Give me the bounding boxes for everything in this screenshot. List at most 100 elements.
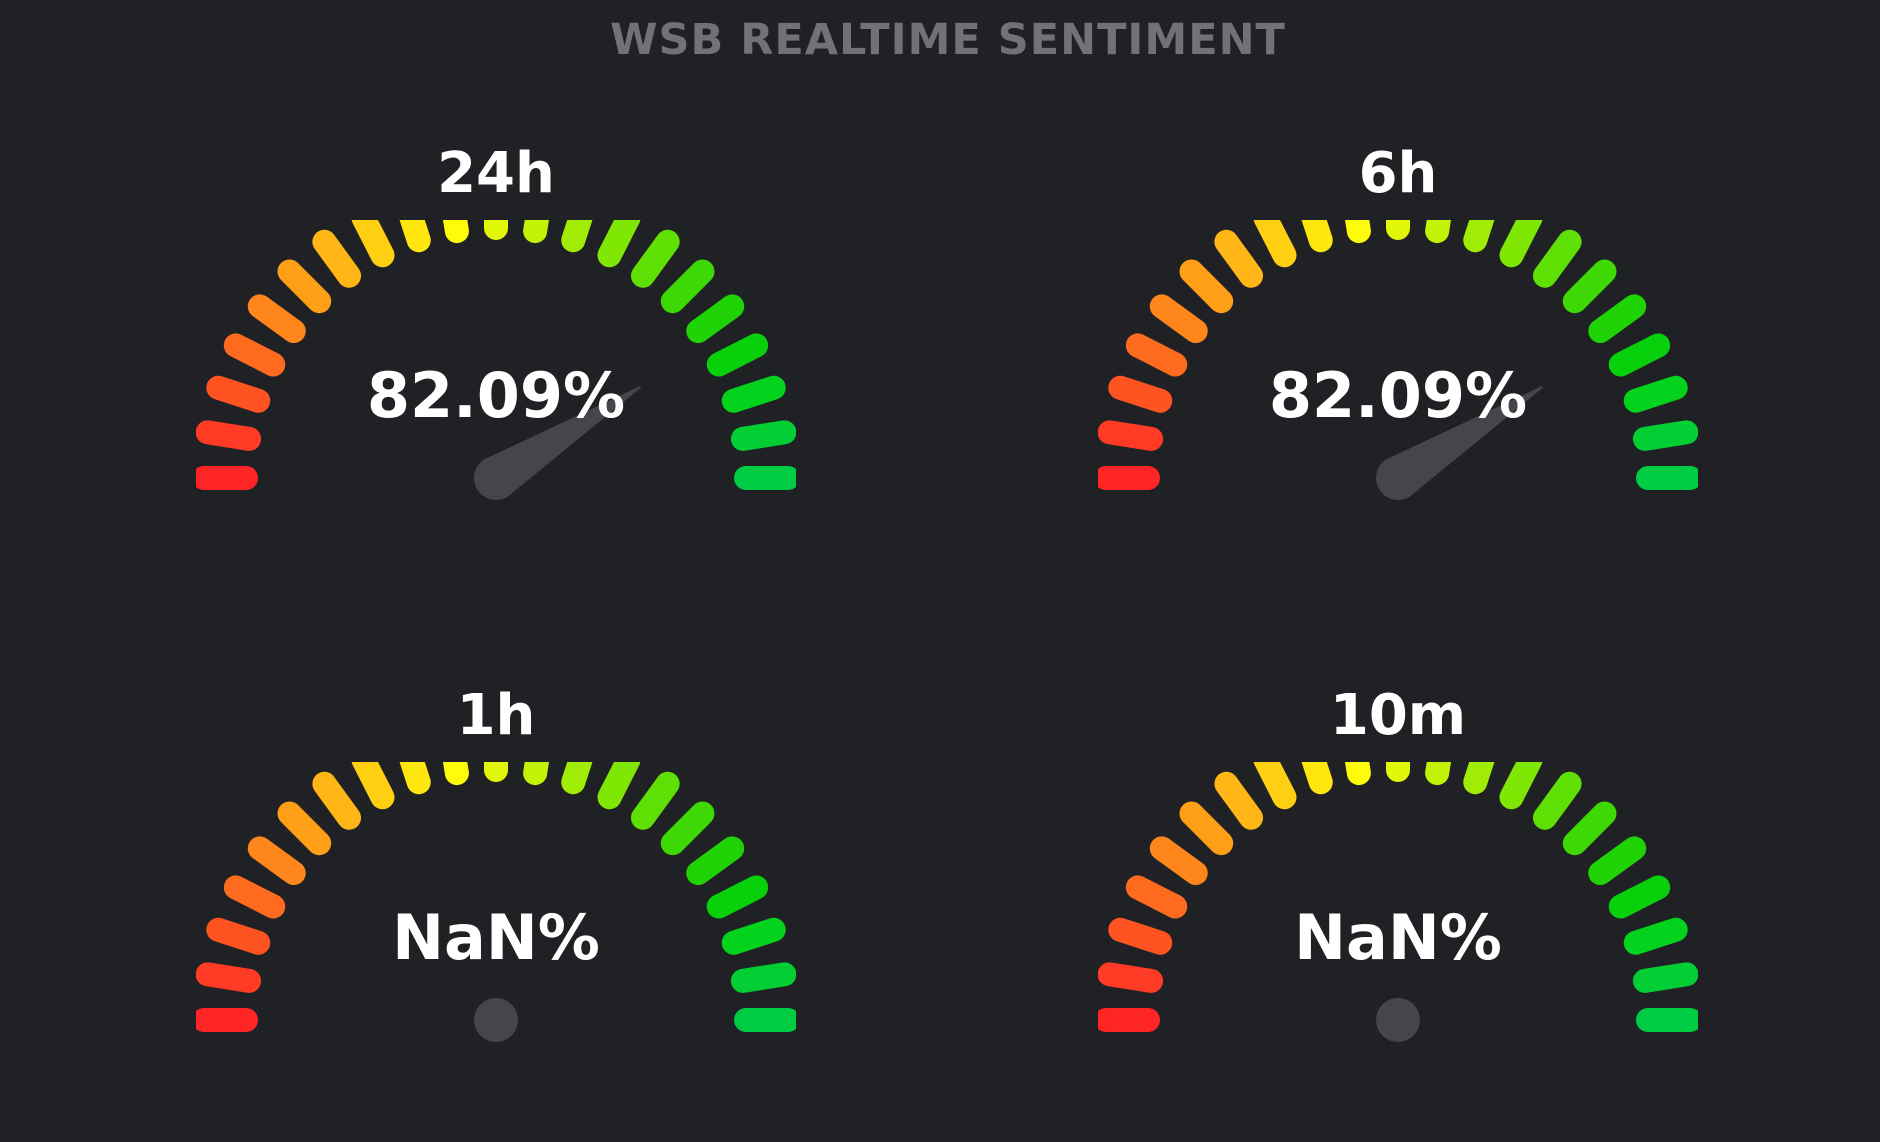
page-title: WSB REALTIME SENTIMENT: [610, 15, 1286, 65]
gauge-tick: [1425, 762, 1452, 786]
gauge-tick: [351, 762, 395, 810]
gauge-tick: [721, 917, 786, 955]
gauge-tick: [1149, 294, 1208, 344]
gauge-tick: [1532, 771, 1582, 830]
gauge-tick: [730, 420, 796, 451]
gauge-scale: [1098, 220, 1698, 490]
gauge-tick: [706, 333, 769, 377]
gauge-dial: [196, 220, 796, 500]
gauge-tick: [523, 220, 550, 244]
gauge-tick: [223, 333, 286, 377]
gauge-needle: [474, 998, 518, 1042]
gauge-value: NaN%: [1294, 901, 1502, 974]
gauge-tick: [196, 962, 262, 993]
gauge-tick: [1463, 762, 1495, 795]
gauge-10m: 10m NaN%: [1098, 672, 1698, 1112]
gauge-tick: [1125, 875, 1188, 919]
gauge-tick: [1463, 220, 1495, 253]
gauge-tick: [1562, 801, 1617, 856]
gauge-tick: [1632, 420, 1698, 451]
gauge-tick: [1179, 801, 1234, 856]
gauge-tick: [351, 220, 395, 268]
gauge-tick: [1125, 333, 1188, 377]
gauge-needle: [1376, 386, 1543, 500]
gauge-tick: [312, 229, 362, 288]
gauge-tick: [686, 836, 745, 886]
gauge-value: 82.09%: [366, 359, 626, 432]
gauge-tick: [1562, 259, 1617, 314]
gauge-tick: [1588, 294, 1647, 344]
gauge-dial: [1098, 762, 1698, 1042]
gauge-tick: [1301, 220, 1333, 253]
gauge-tick: [1108, 375, 1173, 413]
gauge-tick: [196, 420, 262, 451]
gauge-tick: [1253, 220, 1297, 268]
gauge-scale: [196, 220, 796, 490]
gauge-tick: [1623, 375, 1688, 413]
gauge-tick: [1214, 229, 1264, 288]
needle-pointer: [483, 386, 641, 497]
gauge-tick: [1425, 220, 1452, 244]
gauge-tick: [206, 917, 271, 955]
gauge-dial: [1098, 220, 1698, 500]
gauge-tick: [686, 294, 745, 344]
gauge-label: 10m: [1329, 683, 1467, 748]
gauge-tick: [597, 220, 641, 268]
gauge-tick: [660, 801, 715, 856]
gauge-tick: [630, 771, 680, 830]
needle-hub: [474, 998, 518, 1042]
gauge-value: 82.09%: [1268, 359, 1528, 432]
gauge-tick: [442, 762, 469, 786]
gauge-tick: [1499, 762, 1543, 810]
gauge-tick: [223, 875, 286, 919]
gauge-dial: [196, 762, 796, 1042]
gauge-tick: [206, 375, 271, 413]
gauge-1h: 1h NaN%: [196, 672, 796, 1112]
gauge-tick: [1632, 962, 1698, 993]
gauge-tick: [1301, 762, 1333, 795]
gauge-tick: [247, 836, 306, 886]
gauge-tick: [399, 220, 431, 253]
gauge-24h: 24h 82.09%: [196, 130, 796, 570]
gauge-tick: [730, 962, 796, 993]
gauge-tick: [1179, 259, 1234, 314]
gauge-scale: [196, 762, 796, 1032]
gauge-label: 6h: [1358, 141, 1438, 206]
gauge-tick: [1098, 962, 1164, 993]
gauge-tick: [399, 762, 431, 795]
gauge-tick: [706, 875, 769, 919]
gauge-tick: [1608, 875, 1671, 919]
gauge-tick: [1214, 771, 1264, 830]
gauge-needle: [1376, 998, 1420, 1042]
gauge-value: NaN%: [392, 901, 600, 974]
gauge-needle: [474, 386, 641, 500]
gauge-tick: [1588, 836, 1647, 886]
gauge-label: 1h: [456, 683, 536, 748]
gauge-tick: [660, 259, 715, 314]
gauge-tick: [597, 762, 641, 810]
gauge-tick: [630, 229, 680, 288]
gauge-tick: [1253, 762, 1297, 810]
gauge-tick: [247, 294, 306, 344]
gauge-tick: [1623, 917, 1688, 955]
gauge-tick: [312, 771, 362, 830]
gauge-scale: [1098, 762, 1698, 1032]
gauge-tick: [561, 220, 593, 253]
gauge-tick: [277, 801, 332, 856]
gauge-tick: [523, 762, 550, 786]
gauge-tick: [1608, 333, 1671, 377]
gauge-tick: [442, 220, 469, 244]
gauge-tick: [1108, 917, 1173, 955]
gauge-tick: [721, 375, 786, 413]
gauge-tick: [561, 762, 593, 795]
gauge-tick: [1499, 220, 1543, 268]
needle-pointer: [1385, 386, 1543, 497]
gauge-tick: [1098, 420, 1164, 451]
gauge-6h: 6h 82.09%: [1098, 130, 1698, 570]
gauge-tick: [1344, 220, 1371, 244]
gauge-tick: [277, 259, 332, 314]
gauge-label: 24h: [437, 141, 555, 206]
gauge-tick: [1149, 836, 1208, 886]
needle-hub: [1376, 998, 1420, 1042]
gauge-tick: [1532, 229, 1582, 288]
